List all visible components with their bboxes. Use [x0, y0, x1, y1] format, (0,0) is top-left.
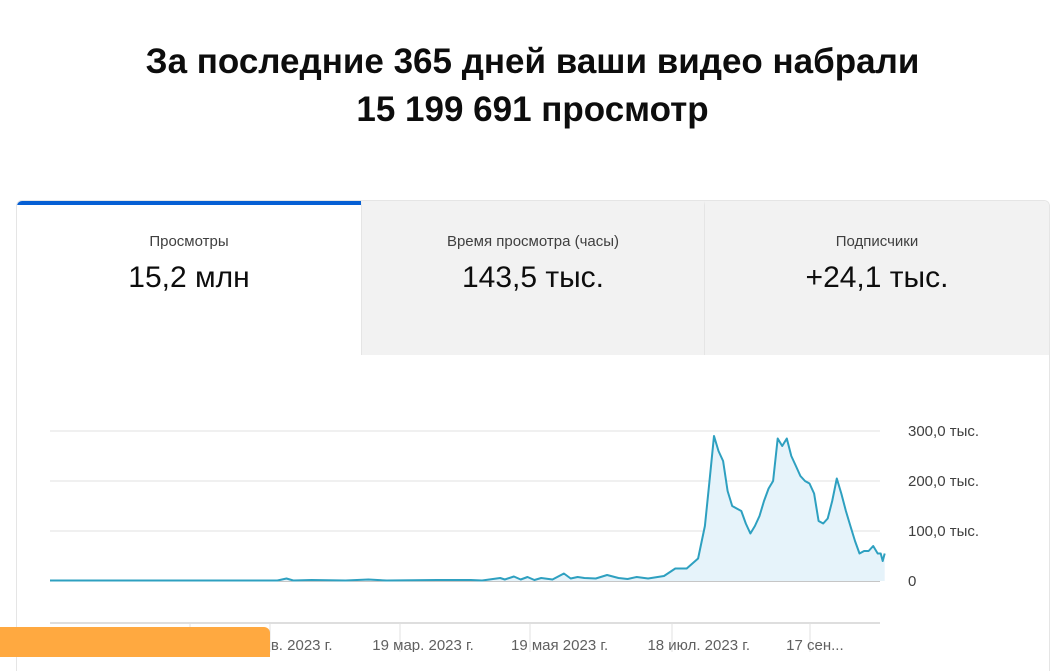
y-tick-label: 100,0 тыс.	[908, 523, 979, 540]
tab-subscribers-label: Подписчики	[835, 233, 919, 250]
tab-watch-time-value: 143,5 тыс.	[461, 261, 605, 294]
tab-subscribers[interactable]: Подписчики +24,1 тыс.	[704, 201, 1049, 355]
x-tick-label: 19 мая 2023 г.	[511, 637, 608, 652]
y-tick-label: 300,0 тыс.	[908, 423, 979, 440]
x-tick-label: 18 июл. 2023 г.	[647, 637, 750, 652]
notification-toast[interactable]	[0, 627, 270, 657]
tab-watch-time-label: Время просмотра (часы)	[446, 233, 620, 250]
series-area	[50, 436, 885, 581]
tab-views[interactable]: Просмотры 15,2 млн	[17, 201, 361, 355]
tab-watch-time[interactable]: Время просмотра (часы) 143,5 тыс.	[361, 201, 704, 355]
tab-views-label: Просмотры	[149, 233, 229, 250]
tab-subscribers-value: +24,1 тыс.	[805, 261, 949, 294]
x-tick-label: 17 сен...	[786, 637, 843, 652]
headline-line2: 15 199 691 просмотр	[356, 90, 709, 129]
y-tick-label: 0	[908, 573, 916, 590]
summary-headline: За последние 365 дней ваши видео набрали…	[0, 38, 1055, 134]
series-line	[50, 435, 886, 582]
analytics-card: Просмотры 15,2 млн Время просмотра (часы…	[16, 200, 1050, 671]
headline-line1: За последние 365 дней ваши видео набрали	[145, 42, 920, 81]
y-tick-label: 200,0 тыс.	[908, 473, 979, 490]
x-tick-label: 19 мар. 2023 г.	[372, 637, 474, 652]
tab-views-value: 15,2 млн	[128, 261, 250, 294]
metric-tabs: Просмотры 15,2 млн Время просмотра (часы…	[17, 201, 1049, 355]
